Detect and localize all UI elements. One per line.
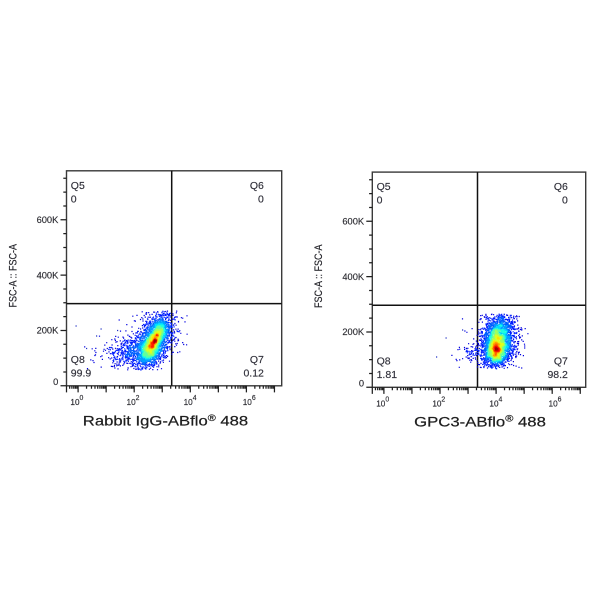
svg-text:104: 104: [489, 397, 502, 409]
svg-text:104: 104: [184, 395, 197, 407]
svg-text:0: 0: [359, 379, 364, 389]
svg-text:106: 106: [549, 397, 562, 409]
svg-text:Q5: Q5: [71, 180, 85, 192]
svg-text:400K: 400K: [37, 270, 60, 280]
svg-text:600K: 600K: [342, 217, 365, 227]
svg-text:0: 0: [71, 193, 77, 205]
svg-text:0: 0: [53, 377, 58, 387]
svg-text:400K: 400K: [342, 272, 365, 282]
svg-text:0.12: 0.12: [243, 368, 264, 380]
svg-text:106: 106: [243, 395, 256, 407]
svg-text:0: 0: [562, 195, 568, 207]
svg-text:FSC-A :: FSC-A: FSC-A :: FSC-A: [8, 243, 20, 307]
svg-text:Q6: Q6: [250, 180, 264, 192]
svg-text:0: 0: [258, 193, 264, 205]
svg-text:Q7: Q7: [554, 356, 568, 368]
svg-text:Q5: Q5: [377, 181, 391, 193]
svg-text:FSC-A :: FSC-A: FSC-A :: FSC-A: [313, 244, 325, 308]
svg-text:Q8: Q8: [377, 356, 391, 368]
svg-text:102: 102: [127, 395, 140, 407]
svg-text:100: 100: [376, 397, 389, 409]
svg-text:98.2: 98.2: [547, 369, 568, 381]
svg-text:GPC3-ABflo® 488: GPC3-ABflo® 488: [414, 414, 546, 429]
svg-text:0: 0: [377, 195, 383, 207]
svg-text:200K: 200K: [342, 327, 365, 337]
svg-text:Q7: Q7: [250, 354, 264, 366]
svg-text:200K: 200K: [37, 326, 60, 336]
svg-text:1.81: 1.81: [377, 369, 398, 381]
svg-text:102: 102: [432, 397, 445, 409]
svg-text:Q8: Q8: [71, 354, 85, 366]
svg-text:Rabbit IgG-ABflo® 488: Rabbit IgG-ABflo® 488: [83, 414, 248, 430]
svg-text:600K: 600K: [37, 215, 60, 225]
svg-text:99.9: 99.9: [71, 368, 92, 380]
svg-text:100: 100: [70, 395, 83, 407]
svg-text:Q6: Q6: [554, 181, 568, 193]
